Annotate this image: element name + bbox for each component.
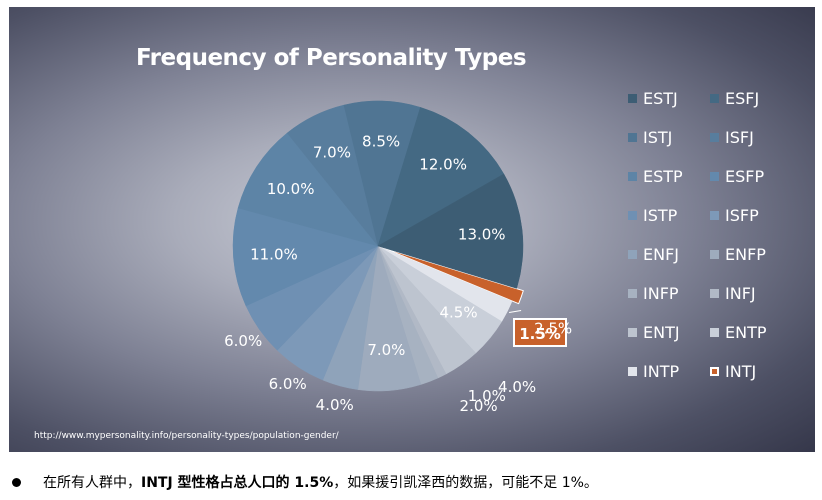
data-label-infp: 2.0% <box>460 397 498 415</box>
note-suffix: ，如果援引凯泽西的数据，可能不足 1%。 <box>333 475 598 491</box>
data-label-intp: 2.5% <box>534 320 572 338</box>
data-label-estj: 13.0% <box>458 225 506 243</box>
data-label-entj: 4.0% <box>498 378 536 396</box>
pie-slice-esfp <box>232 207 379 307</box>
note-prefix: 在所有人群中， <box>43 475 141 491</box>
data-label-istj: 8.5% <box>362 133 400 151</box>
data-label-esfp: 11.0% <box>250 245 298 263</box>
data-label-enfp: 7.0% <box>367 341 405 359</box>
leader-line-intp <box>509 310 522 314</box>
data-label-infj: 1.0% <box>468 387 506 405</box>
chart-slide: Frequency of Personality Types 1.5% 2.5% 4… <box>9 7 815 452</box>
data-label-esfj: 12.0% <box>419 155 467 173</box>
data-label-isfj: 7.0% <box>313 143 351 161</box>
data-label-estp: 10.0% <box>267 180 315 198</box>
data-label-isfp: 6.0% <box>269 375 307 393</box>
pie-slice-esfj <box>377 107 505 247</box>
pie-slice-intj <box>383 247 524 305</box>
pie-chart: 1.5%2.5%4.5%4.0%1.0%2.0%7.0%4.0%6.0%6.0%… <box>224 100 572 415</box>
note-bold: INTJ 型性格占总人口的 1.5% <box>141 475 334 491</box>
data-label-enfj: 4.0% <box>316 396 354 414</box>
chart-title: Frequency of Personality Types <box>135 45 527 71</box>
data-label-istp: 6.0% <box>224 332 262 350</box>
bullet-note: 在所有人群中， INTJ 型性格占总人口的 1.5% ，如果援引凯泽西的数据，可能不… <box>8 472 598 492</box>
source-url: http://www.mypersonality.info/personalit… <box>34 431 339 441</box>
highlight-label-box <box>513 318 567 347</box>
data-label-intj: 1.5% <box>519 325 561 343</box>
data-label-entp: 4.5% <box>440 303 478 321</box>
pie-slice-estj <box>377 173 524 289</box>
bullet-icon <box>12 477 21 487</box>
pie-slice-estp <box>237 132 379 247</box>
